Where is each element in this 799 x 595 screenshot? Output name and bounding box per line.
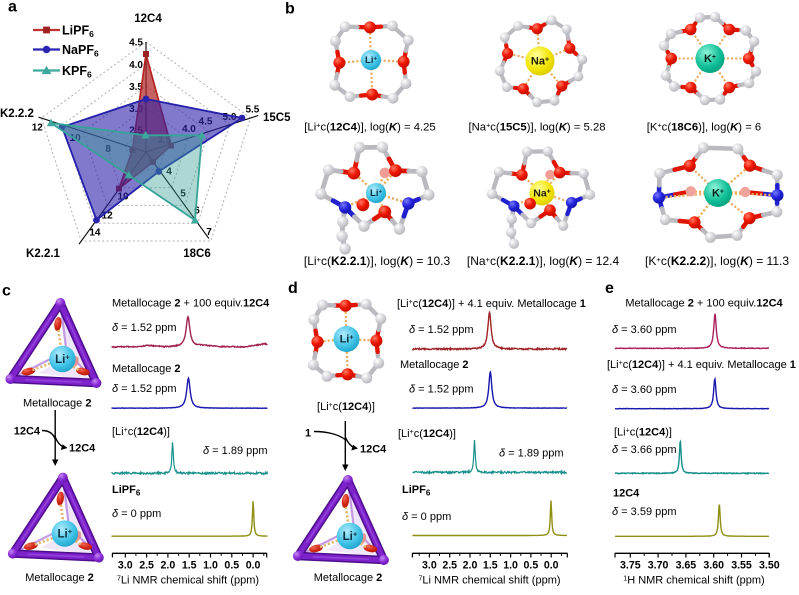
svg-text:3.50: 3.50 <box>759 559 780 571</box>
svg-text:3.75: 3.75 <box>620 559 641 571</box>
svg-text:[Li+c(12C4)]: [Li+c(12C4)] <box>398 428 456 440</box>
svg-text:3.65: 3.65 <box>676 559 697 571</box>
svg-text:12C4: 12C4 <box>134 13 162 25</box>
svg-text:K2.2.2: K2.2.2 <box>0 108 34 120</box>
svg-text:δ = 1.52 ppm: δ = 1.52 ppm <box>409 384 474 396</box>
svg-text:7Li NMR chemical shift (ppm): 7Li NMR chemical shift (ppm) <box>418 575 560 587</box>
svg-text:3.55: 3.55 <box>731 559 752 571</box>
svg-text:c: c <box>2 283 11 300</box>
svg-text:Metallocage 2 + 100 equiv.12C4: Metallocage 2 + 100 equiv.12C4 <box>112 298 270 310</box>
svg-text:12C4: 12C4 <box>14 426 41 438</box>
svg-text:14: 14 <box>89 228 101 239</box>
svg-text:δ = 3.60 ppm: δ = 3.60 ppm <box>612 384 677 396</box>
svg-text:[Li+c(12C4)], log(K) = 4.25: [Li+c(12C4)], log(K) = 4.25 <box>304 120 435 133</box>
svg-text:3.0: 3.0 <box>422 559 437 571</box>
svg-text:1.5: 1.5 <box>483 559 498 571</box>
svg-text:Metallocage 2: Metallocage 2 <box>314 572 383 584</box>
svg-text:2.5: 2.5 <box>139 559 154 571</box>
svg-text:NaPF6: NaPF6 <box>62 43 99 59</box>
svg-text:[Li+c(12C4)]: [Li+c(12C4)] <box>614 427 672 439</box>
svg-text:[Li+c(12C4)]: [Li+c(12C4)] <box>317 401 375 413</box>
svg-text:12C4: 12C4 <box>360 444 387 456</box>
svg-text:δ = 0 ppm: δ = 0 ppm <box>112 508 161 520</box>
svg-text:K2.2.1: K2.2.1 <box>26 248 60 260</box>
svg-text:[Na+c(K2.2.1)], log(K) = 12.4: [Na+c(K2.2.1)], log(K) = 12.4 <box>467 254 620 268</box>
svg-text:δ = 1.89 ppm: δ = 1.89 ppm <box>203 445 268 457</box>
svg-text:5.5: 5.5 <box>245 105 259 116</box>
svg-text:δ = 3.60 ppm: δ = 3.60 ppm <box>612 324 677 336</box>
svg-text:Metallocage 2 + 100 equiv.12C4: Metallocage 2 + 100 equiv.12C4 <box>625 298 783 310</box>
svg-text:1.0: 1.0 <box>203 559 218 571</box>
svg-text:12: 12 <box>32 123 44 134</box>
svg-text:e: e <box>605 280 614 297</box>
svg-text:δ = 1.52 ppm: δ = 1.52 ppm <box>112 322 177 334</box>
svg-text:1H NMR chemical shift (ppm): 1H NMR chemical shift (ppm) <box>623 575 764 587</box>
svg-text:a: a <box>8 0 17 16</box>
svg-text:3.0: 3.0 <box>118 559 133 571</box>
svg-text:δ = 3.59 ppm: δ = 3.59 ppm <box>612 506 677 518</box>
svg-text:[K+c(K2.2.2)], log(K) = 11.3: [K+c(K2.2.2)], log(K) = 11.3 <box>645 254 789 268</box>
svg-text:2.0: 2.0 <box>161 559 176 571</box>
svg-text:Metallocage 2: Metallocage 2 <box>112 363 181 375</box>
svg-text:15C5: 15C5 <box>263 112 291 124</box>
svg-text:4.0: 4.0 <box>129 60 143 71</box>
svg-text:δ = 1.52 ppm: δ = 1.52 ppm <box>112 383 177 395</box>
svg-text:b: b <box>285 1 295 18</box>
svg-text:[Li+c(12C4)]: [Li+c(12C4)] <box>112 426 170 438</box>
svg-text:12C4: 12C4 <box>69 443 96 455</box>
svg-text:1.5: 1.5 <box>182 559 197 571</box>
svg-text:1.0: 1.0 <box>503 559 518 571</box>
svg-text:0.0: 0.0 <box>246 559 261 571</box>
svg-text:[Li+c(12C4)] + 4.1 equiv. Meta: [Li+c(12C4)] + 4.1 equiv. Metallocage 1 <box>607 359 796 371</box>
svg-text:2.0: 2.0 <box>463 559 478 571</box>
svg-text:7Li NMR chemical shift (ppm): 7Li NMR chemical shift (ppm) <box>117 575 259 587</box>
svg-text:δ = 3.66 ppm: δ = 3.66 ppm <box>612 444 677 456</box>
svg-text:18C6: 18C6 <box>183 248 211 260</box>
svg-text:2.5: 2.5 <box>442 559 457 571</box>
svg-text:Metallocage 2: Metallocage 2 <box>25 572 94 584</box>
svg-text:[Li+c(K2.2.1)], log(K) = 10.3: [Li+c(K2.2.1)], log(K) = 10.3 <box>304 254 451 268</box>
svg-text:[Li+c(12C4)] + 4.1 equiv. Meta: [Li+c(12C4)] + 4.1 equiv. Metallocage 1 <box>397 298 586 310</box>
svg-text:δ = 1.89 ppm: δ = 1.89 ppm <box>499 448 564 460</box>
svg-text:Metallocage 2: Metallocage 2 <box>23 398 91 410</box>
svg-text:3.70: 3.70 <box>648 559 669 571</box>
svg-text:Metallocage 2: Metallocage 2 <box>400 359 469 371</box>
svg-text:12C4: 12C4 <box>613 488 640 500</box>
svg-text:0.5: 0.5 <box>524 559 539 571</box>
svg-text:3.60: 3.60 <box>703 559 724 571</box>
svg-text:1: 1 <box>305 428 311 440</box>
svg-text:[K+c(18C6)], log(K) = 6: [K+c(18C6)], log(K) = 6 <box>647 120 761 133</box>
svg-text:0.5: 0.5 <box>224 559 239 571</box>
svg-text:d: d <box>288 280 298 297</box>
svg-text:7: 7 <box>206 227 212 238</box>
svg-text:0.0: 0.0 <box>544 559 559 571</box>
svg-text:4.5: 4.5 <box>129 38 143 49</box>
svg-text:δ = 0 ppm: δ = 0 ppm <box>402 511 451 523</box>
svg-text:δ = 1.52 ppm: δ = 1.52 ppm <box>409 324 474 336</box>
